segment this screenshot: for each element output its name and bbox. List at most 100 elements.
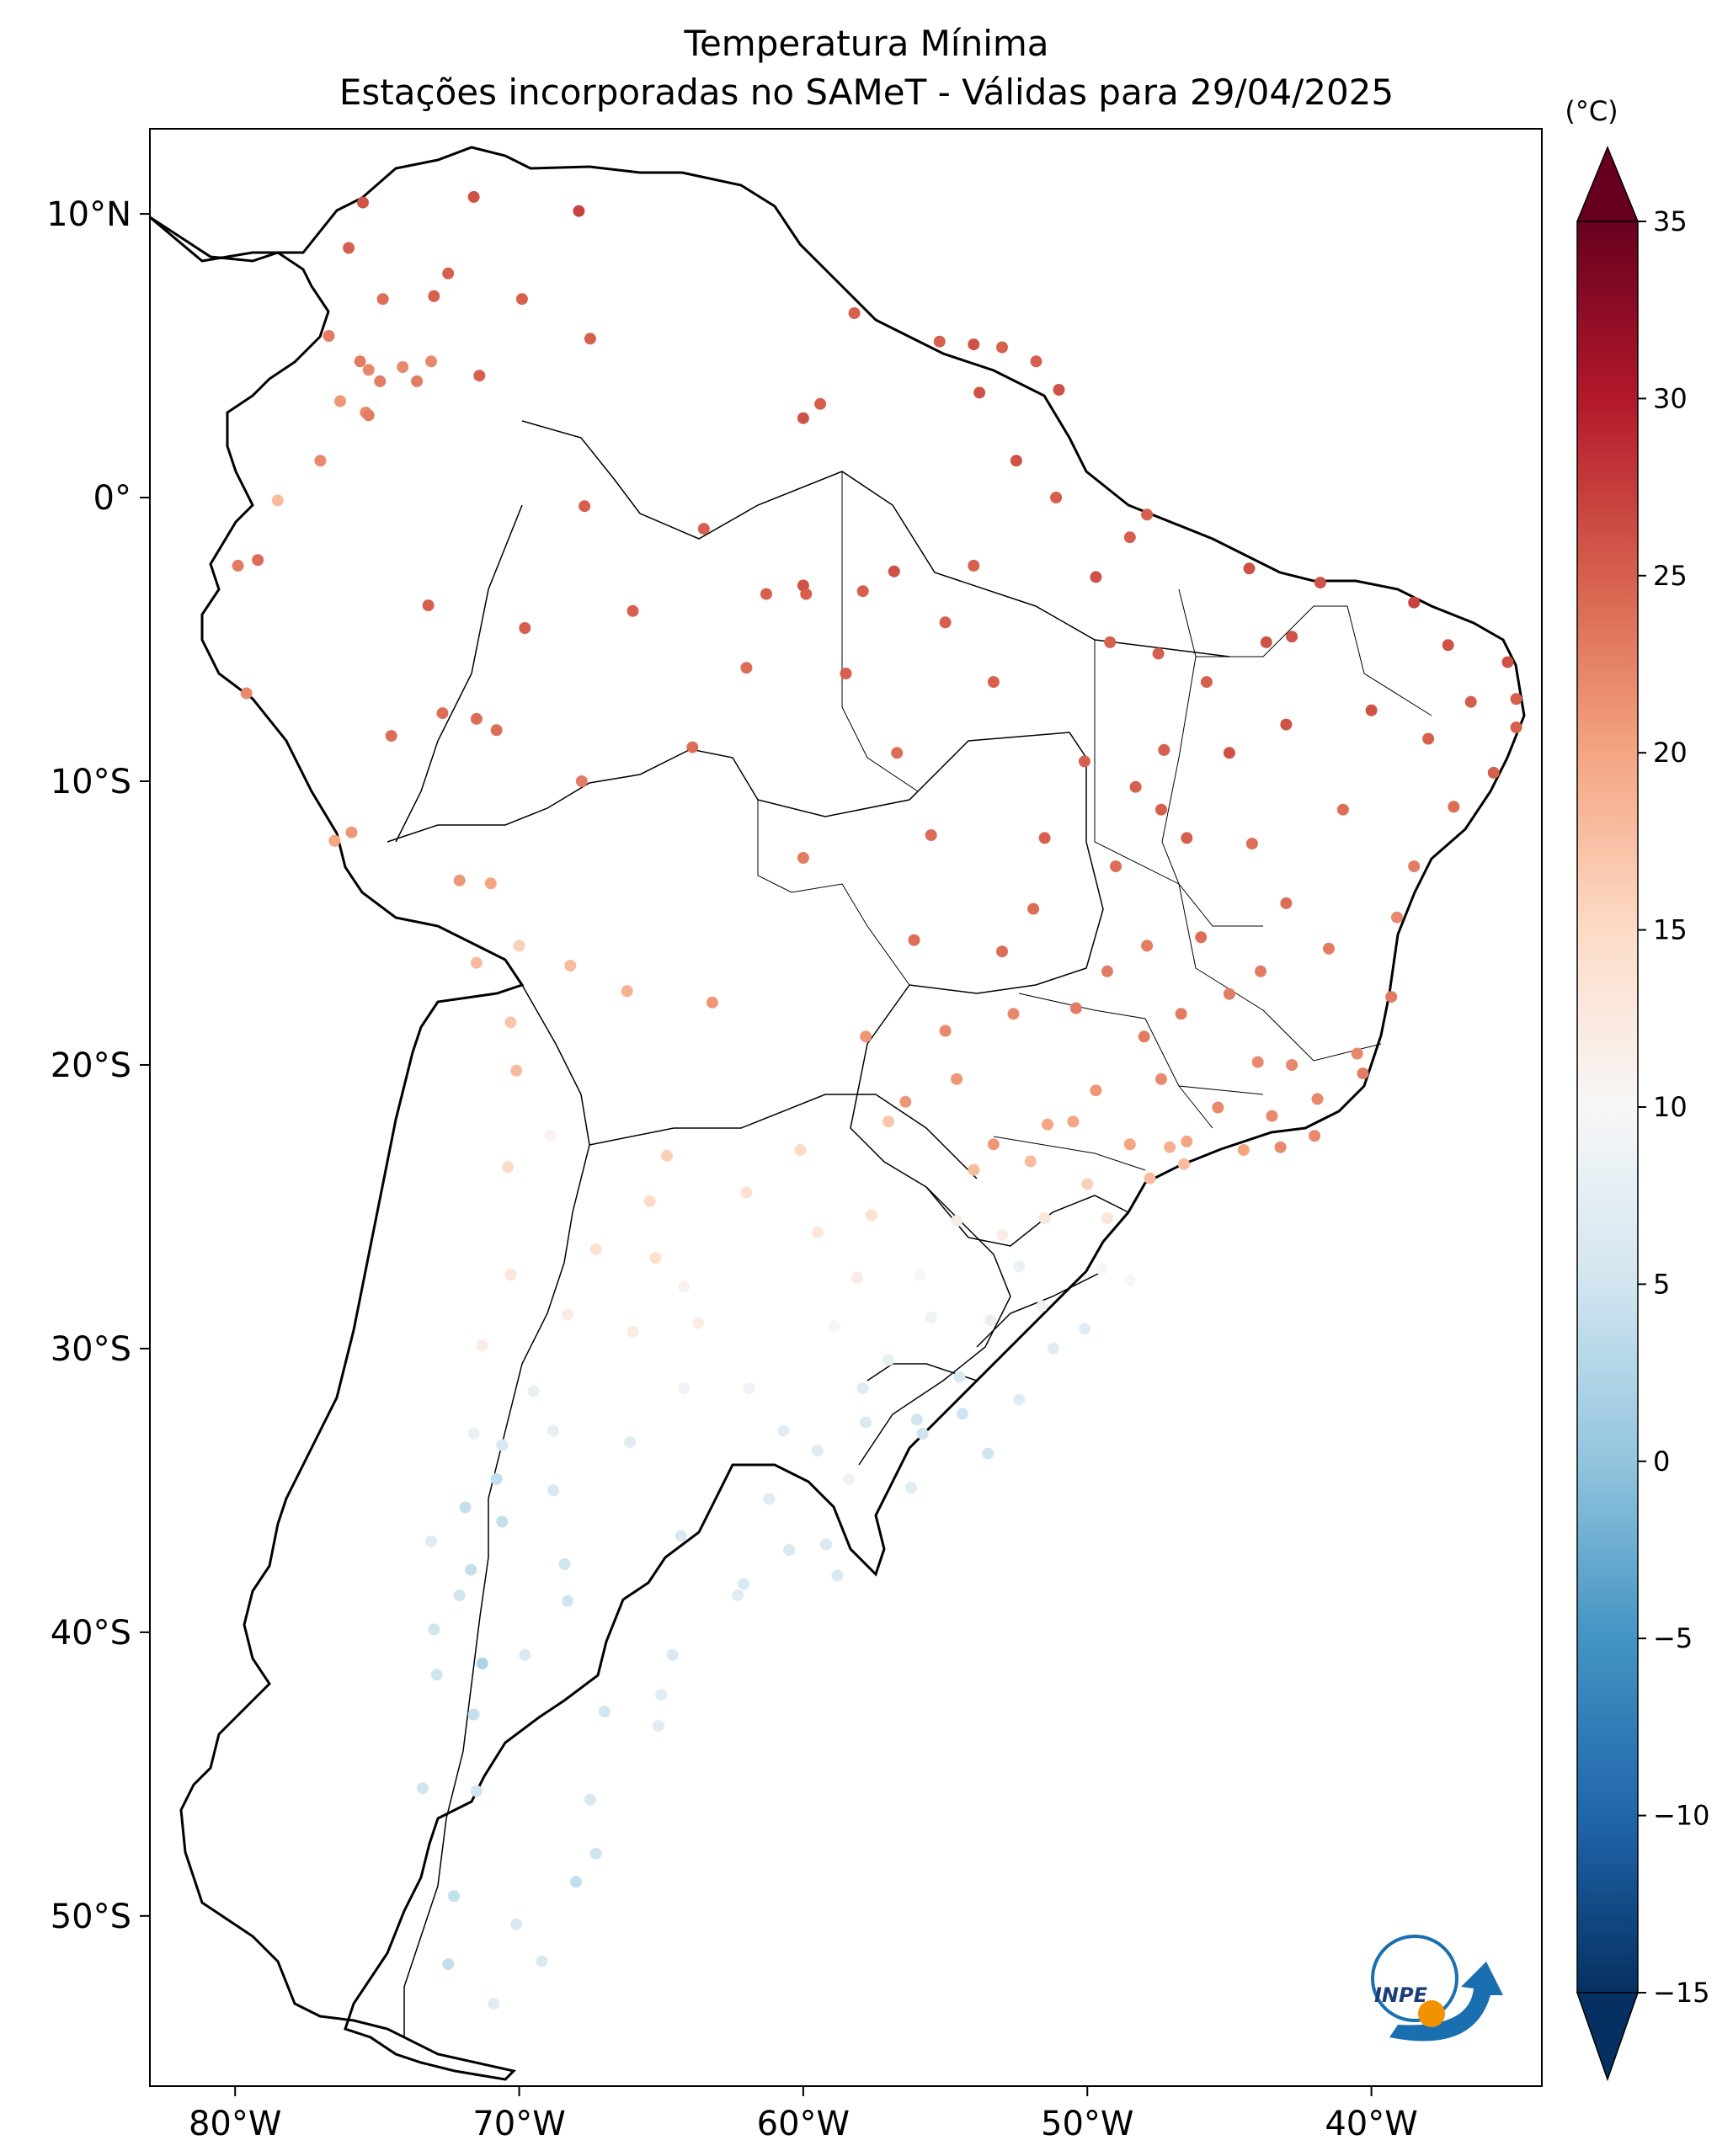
station-point (1357, 1067, 1369, 1080)
colorbar-tick-label: −15 (1653, 1977, 1710, 2009)
station-point (1104, 636, 1117, 648)
station-point (925, 829, 937, 841)
station-point (519, 622, 531, 634)
station-point (1053, 384, 1065, 396)
station-point (547, 1484, 559, 1497)
station-point (763, 1493, 776, 1505)
station-point (579, 500, 591, 513)
station-point (573, 205, 585, 217)
station-point (621, 985, 633, 998)
station-point (882, 1115, 895, 1128)
station-point (252, 554, 264, 567)
station-point (678, 1280, 691, 1292)
station-point (1138, 1030, 1150, 1043)
station-point (1123, 1138, 1136, 1151)
inpe-logo-text: INPE (1374, 1983, 1428, 2007)
station-point (797, 412, 809, 424)
station-point (1365, 704, 1378, 716)
colorbar-tick-label: 20 (1653, 737, 1688, 769)
station-point (1487, 766, 1500, 779)
station-point (575, 775, 588, 787)
inpe-logo-icon: INPE (1371, 1935, 1503, 2042)
station-point (488, 1998, 500, 2010)
station-point (1223, 747, 1235, 759)
station-point (1510, 693, 1522, 705)
station-point (1141, 508, 1154, 521)
station-point (1260, 636, 1272, 648)
station-point (436, 707, 449, 720)
station-point (467, 1428, 480, 1440)
station-point (956, 1408, 968, 1420)
station-point (1110, 860, 1122, 873)
station-point (624, 1436, 637, 1449)
station-point (473, 370, 486, 382)
station-point (675, 1530, 687, 1542)
colorbar-tick-label: 0 (1653, 1445, 1670, 1477)
station-point (860, 1416, 872, 1429)
station-point (706, 996, 718, 1009)
station-point (1129, 780, 1142, 793)
station-point (1286, 631, 1298, 643)
station-point (547, 1424, 559, 1437)
station-point (502, 1161, 515, 1174)
station-point (984, 1314, 997, 1327)
station-point (1013, 1260, 1026, 1273)
station-point (811, 1445, 824, 1457)
y-tick-label: 30°S (51, 1330, 131, 1369)
station-point (1280, 718, 1293, 731)
station-point (865, 1209, 877, 1222)
station-point (232, 559, 244, 572)
station-point (328, 834, 341, 847)
station-point (385, 730, 397, 743)
station-point (1422, 732, 1435, 745)
station-point (848, 307, 861, 319)
station-point (1408, 596, 1421, 609)
station-point (973, 386, 986, 399)
station-point (1245, 838, 1258, 850)
station-point (598, 1706, 611, 1718)
station-point (811, 1226, 824, 1238)
station-point (968, 338, 980, 351)
station-point (323, 330, 335, 342)
station-point (343, 242, 355, 254)
station-point (1101, 965, 1113, 977)
colorbar-gradient (1576, 221, 1639, 1994)
station-point (891, 747, 904, 759)
station-point (1323, 942, 1335, 955)
y-tick-label: 50°S (51, 1898, 131, 1936)
station-point (362, 409, 375, 422)
x-tick-label: 80°W (189, 2105, 281, 2143)
station-point (519, 1648, 531, 1661)
station-point (740, 662, 753, 674)
station-point (842, 1472, 855, 1485)
station-point (1175, 1008, 1187, 1020)
station-point (564, 960, 577, 972)
station-point (678, 1382, 691, 1395)
station-point (1510, 721, 1522, 733)
station-point (544, 1130, 557, 1142)
station-point (840, 668, 852, 679)
station-point (1078, 1323, 1090, 1335)
station-point (314, 455, 327, 467)
station-point (908, 934, 920, 946)
station-point (851, 1271, 863, 1284)
country-borders (387, 420, 1230, 2037)
station-point (374, 375, 387, 387)
station-point (1007, 1008, 1020, 1020)
station-point (589, 1243, 602, 1255)
station-point (490, 724, 503, 737)
station-point (1152, 647, 1165, 660)
station-point (1212, 1101, 1224, 1114)
station-point (470, 1785, 483, 1797)
station-point (829, 1320, 840, 1332)
colorbar-tick-label: 25 (1653, 560, 1688, 592)
station-point (1164, 1141, 1176, 1153)
station-point (240, 687, 253, 700)
station-point (527, 1385, 540, 1397)
station-point (496, 1515, 509, 1528)
colorbar: (°C) 35 30 25 20 15 10 5 0 −5 −10 −15 (1565, 95, 1710, 2082)
station-point (1309, 1130, 1321, 1142)
station-point (1155, 1073, 1167, 1085)
station-point (1141, 940, 1154, 952)
station-point (627, 604, 639, 617)
